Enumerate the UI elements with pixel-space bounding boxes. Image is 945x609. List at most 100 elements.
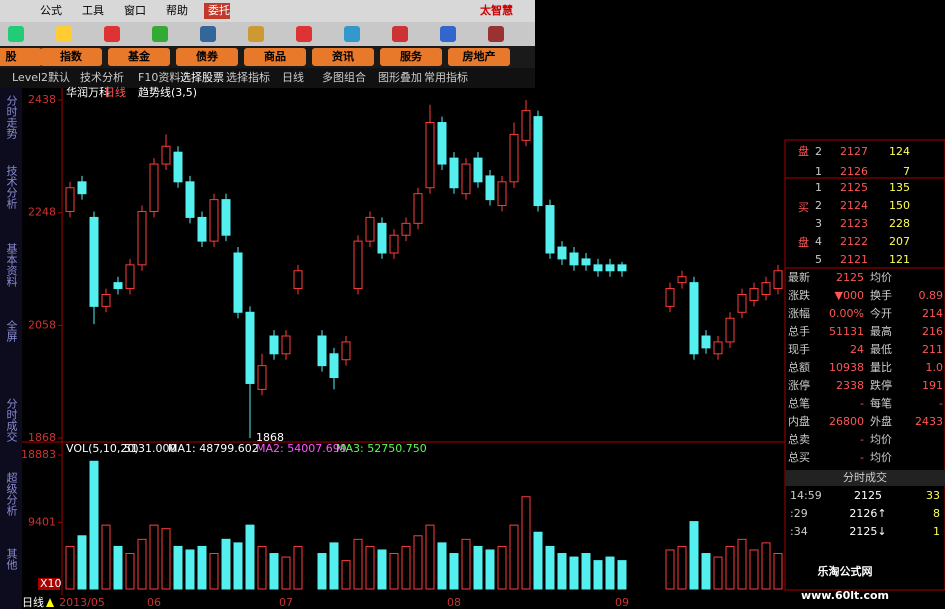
side-tab[interactable]: 其他 [5, 548, 18, 570]
side-tab[interactable]: 技术分析 [5, 165, 18, 210]
volume-bar [701, 553, 711, 590]
nav-button-label[interactable]: 指数 [60, 49, 83, 63]
menu-item[interactable]: 工具 [82, 4, 104, 17]
toolbar-icon[interactable] [152, 26, 168, 42]
nav-button[interactable] [380, 48, 442, 66]
y-tick-label: 9401 [28, 515, 56, 528]
toolbar-icon[interactable] [104, 26, 120, 42]
quote-label: 换手 [870, 288, 892, 302]
volume-bar [125, 553, 135, 590]
tab[interactable]: 技术分析 [80, 70, 124, 84]
quote-value: 2338 [836, 379, 864, 392]
side-tab[interactable]: 基本资料 [5, 243, 18, 288]
menu-item[interactable]: 委托 [208, 3, 230, 17]
tab[interactable]: Level2默认 [12, 71, 70, 84]
volume-bar [593, 560, 603, 590]
tab[interactable]: 常用指标 [424, 70, 468, 84]
nav-button[interactable] [108, 48, 170, 66]
side-tab[interactable]: 全屏 [5, 319, 18, 343]
quote-label: 总额 [788, 360, 810, 374]
tab[interactable]: 日线 [282, 70, 304, 84]
quote-label: 内盘 [788, 414, 810, 428]
bid-price: 2123 [840, 217, 868, 230]
watermark-url: www.60lt.com [801, 589, 889, 602]
volume-bar [617, 560, 627, 590]
nav-button-label[interactable]: 债券 [196, 49, 219, 63]
bid-price: 2122 [840, 235, 868, 248]
volume-bar [413, 535, 423, 590]
quote-label: 均价 [870, 271, 892, 284]
nav-button[interactable] [244, 48, 306, 66]
tab[interactable]: 选择股票 [180, 70, 224, 84]
quote-label: 外盘 [870, 414, 892, 428]
tab[interactable]: 多图组合 [322, 70, 366, 84]
toolbar-icon[interactable] [8, 26, 24, 42]
trade-price: 2125 [854, 489, 882, 502]
toolbar-icon[interactable] [488, 26, 504, 42]
toolbar-icon[interactable] [392, 26, 408, 42]
toolbar-icon[interactable] [248, 26, 264, 42]
candle-body [269, 335, 279, 355]
volume-bar [353, 538, 363, 590]
x-tick-label: 07 [279, 596, 293, 609]
volume-bar [89, 460, 99, 590]
side-tab[interactable]: 分时成交 [5, 398, 18, 443]
candle-body [77, 181, 87, 195]
volume-bar [533, 531, 543, 590]
nav-button[interactable] [40, 48, 102, 66]
volume-bar [425, 524, 435, 590]
candle-body [185, 181, 195, 218]
bid-level: 1 [815, 181, 822, 194]
nav-button-label[interactable]: 基金 [127, 49, 151, 63]
trade-time: 14:59 [790, 489, 822, 502]
menu-item[interactable]: 帮助 [166, 3, 188, 17]
quote-label: 最低 [870, 343, 892, 356]
nav-button[interactable] [176, 48, 238, 66]
candle-body [449, 157, 459, 189]
toolbar-icon[interactable] [296, 26, 312, 42]
volume-bar [101, 524, 111, 590]
nav-button-label[interactable]: 资讯 [332, 49, 354, 63]
nav-button-label[interactable]: 服务 [400, 49, 423, 63]
candle-body [413, 193, 423, 224]
stock-name: 华润万科 [66, 85, 110, 99]
nav-button-label[interactable]: 房地产 [463, 49, 496, 63]
volume-bar [437, 542, 447, 590]
nav-button[interactable] [0, 48, 42, 66]
bid-price: 2124 [840, 199, 868, 212]
nav-button-label[interactable]: 股 [6, 50, 18, 63]
tab[interactable]: 图形叠加 [378, 71, 422, 84]
toolbar-icon[interactable] [200, 26, 216, 42]
side-tab[interactable]: 分时走势 [5, 95, 18, 139]
tab[interactable]: F10资料 [138, 70, 180, 84]
toolbar-icon[interactable] [344, 26, 360, 42]
quote-label: 最高 [870, 324, 892, 338]
trade-time: :34 [790, 525, 808, 538]
menu-item[interactable]: 公式 [40, 4, 62, 17]
side-tab[interactable]: 超级分析 [5, 471, 18, 517]
trades-tab[interactable]: 分时成交 [843, 470, 887, 484]
candle-body [689, 282, 699, 355]
nav-button-label[interactable]: 商品 [264, 49, 286, 63]
brand: 太智慧 [479, 3, 513, 17]
tab[interactable]: 选择指标 [226, 70, 270, 84]
quote-value: - [860, 433, 864, 446]
menu-item[interactable]: 窗口 [124, 3, 146, 17]
candle-body [389, 234, 399, 254]
candle-body [89, 216, 99, 307]
toolbar-icon[interactable] [440, 26, 456, 42]
candle-body [749, 288, 759, 301]
toolbar-icon[interactable] [56, 26, 72, 42]
volume-bar [209, 553, 219, 590]
candle-body [509, 133, 519, 183]
bid-label: 买 [798, 201, 809, 214]
volume-bar [725, 545, 735, 590]
ask-price: 2127 [840, 145, 868, 158]
period-marker [46, 598, 54, 607]
candle-body [161, 145, 171, 165]
nav-button[interactable] [448, 48, 510, 66]
candle-body [353, 240, 363, 290]
nav-button[interactable] [312, 48, 374, 66]
volume-bar [293, 545, 303, 590]
candle-body [593, 264, 603, 272]
